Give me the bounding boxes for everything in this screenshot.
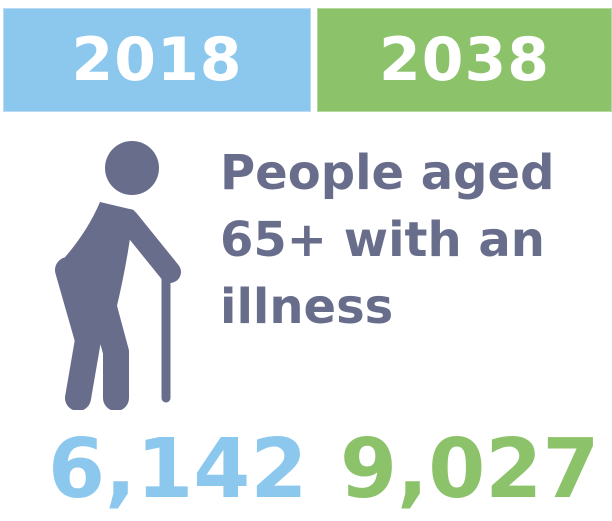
caption-line-1: People aged: [220, 145, 555, 201]
caption-line-3: illness: [220, 279, 394, 335]
caption-line-2: 65+ with an: [220, 212, 545, 268]
value-2038: 9,027: [340, 422, 600, 517]
year-2038-label: 2038: [379, 25, 550, 95]
caption-text: People aged 65+ with an illness: [220, 140, 610, 341]
year-2038-banner: 2038: [317, 8, 612, 112]
value-2018: 6,142: [48, 422, 308, 517]
elderly-person-with-cane-icon: [55, 141, 181, 410]
year-2018-banner: 2018: [3, 8, 311, 112]
year-2018-label: 2018: [71, 25, 243, 95]
